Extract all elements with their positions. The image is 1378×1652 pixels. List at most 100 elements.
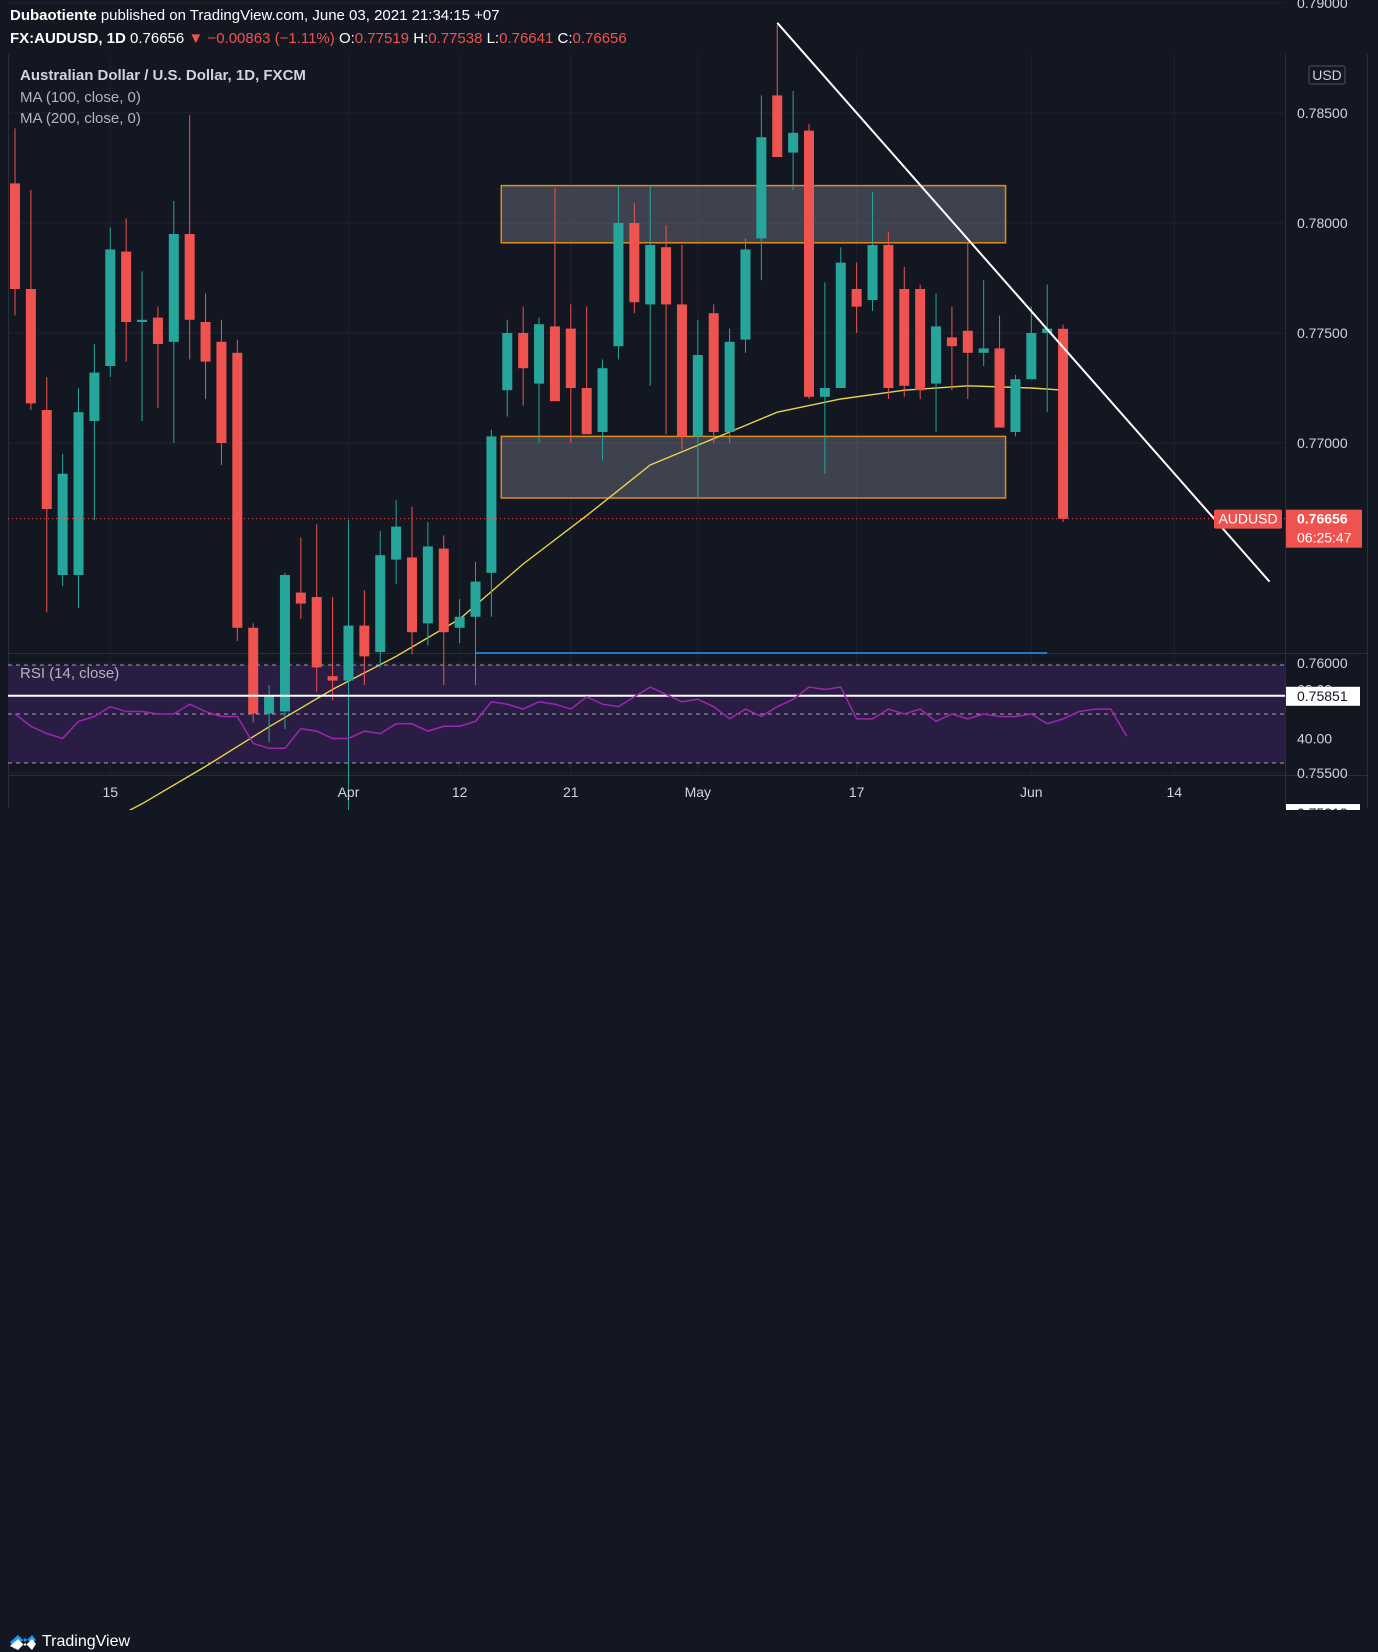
- time-tick-label: 12: [452, 784, 468, 800]
- legend-ma100[interactable]: MA (100, close, 0): [20, 89, 141, 106]
- author-name[interactable]: Dubaotiente: [10, 7, 97, 24]
- symbol-label: FX:AUDUSD, 1D: [10, 30, 126, 47]
- candle-body: [962, 330, 973, 353]
- publish-info: Dubaotiente published on TradingView.com…: [10, 7, 500, 24]
- candle-body: [454, 616, 465, 628]
- time-tick-label: 21: [563, 784, 579, 800]
- close-value: 0.76656: [572, 30, 627, 47]
- time-tick-label: Apr: [338, 784, 360, 800]
- trendline: [776, 22, 1271, 583]
- time-tick-label: 15: [102, 784, 118, 800]
- price-tick-label: 0.75500: [1297, 765, 1348, 781]
- candle-body: [1058, 328, 1069, 519]
- candle-body: [708, 313, 719, 432]
- candle-body: [279, 575, 290, 712]
- candle-body: [216, 341, 227, 443]
- currency-box: [1308, 65, 1346, 85]
- candle-body: [518, 333, 529, 369]
- candle-body: [581, 388, 592, 435]
- candle-body: [756, 137, 767, 239]
- candle-body: [41, 410, 52, 509]
- footer: TradingView: [0, 810, 1378, 1650]
- candle-body: [804, 130, 814, 397]
- candle-body: [89, 372, 100, 421]
- axes: 0.795000.790000.785000.780000.775000.770…: [102, 0, 1362, 824]
- legend-rsi[interactable]: RSI (14, close): [20, 665, 120, 682]
- candle-body: [327, 676, 338, 681]
- candle-body: [137, 319, 148, 322]
- candle-body: [121, 251, 132, 322]
- candle-body: [152, 317, 163, 344]
- candle-body: [264, 696, 275, 714]
- chart-canvas[interactable]: 0.795000.790000.785000.780000.775000.770…: [0, 0, 1378, 856]
- candle-body: [73, 412, 84, 575]
- symbol-tag-label: AUDUSD: [1218, 511, 1277, 527]
- publish-text: published on TradingView.com, June 03, 2…: [100, 7, 500, 24]
- price-tick-label: 0.77000: [1297, 435, 1348, 451]
- open-value: 0.77519: [354, 30, 410, 47]
- candle-body: [835, 262, 846, 388]
- tradingview-brand[interactable]: TradingView: [42, 1633, 131, 1650]
- legend-title: Australian Dollar / U.S. Dollar, 1D, FXC…: [20, 67, 306, 84]
- candle-body: [978, 348, 989, 353]
- candle-body: [184, 234, 195, 320]
- rsi-band: [8, 664, 1285, 764]
- supply-demand-zones: [500, 184, 1007, 499]
- price-zone-box: [500, 435, 1007, 499]
- candle-body: [375, 555, 386, 652]
- time-tick-label: Jun: [1020, 784, 1043, 800]
- candle-body: [168, 234, 179, 342]
- rsi-band-fill: [8, 665, 1285, 763]
- symbol-tag: [1214, 509, 1282, 529]
- candle-body: [248, 627, 259, 714]
- low-label: L:: [486, 30, 500, 47]
- candle-body: [470, 581, 481, 617]
- candle-body: [438, 548, 449, 633]
- candle-body: [105, 249, 116, 366]
- price-pane: [8, 54, 1285, 653]
- candlesticks: [10, 25, 1069, 813]
- candle-body: [661, 247, 672, 305]
- candle-body: [915, 289, 926, 391]
- tradingview-logo-icon: [10, 1635, 36, 1650]
- candle-body: [629, 223, 640, 303]
- candle-body: [597, 368, 608, 432]
- rsi-tick-label: 40.00: [1297, 731, 1332, 747]
- candle-body: [25, 289, 36, 404]
- price-tick-label: 0.78500: [1297, 105, 1348, 121]
- current-price-tag: [1286, 509, 1362, 548]
- candle-body: [867, 245, 878, 300]
- chart-header: Dubaotiente published on TradingView.com…: [0, 0, 1378, 54]
- candle-body: [676, 304, 687, 437]
- price-tick-label: 0.77500: [1297, 325, 1348, 341]
- candle-body: [724, 341, 735, 432]
- candle-body: [899, 289, 910, 386]
- legend-ma200[interactable]: MA (200, close, 0): [20, 110, 141, 127]
- candle-body: [295, 592, 306, 604]
- candle-body: [692, 355, 703, 437]
- candle-body: [883, 245, 894, 388]
- candle-body: [613, 223, 624, 347]
- candle-body: [502, 333, 513, 391]
- candle-body: [200, 322, 211, 362]
- high-value: 0.77538: [428, 30, 483, 47]
- candle-body: [645, 245, 656, 305]
- moving-averages: [37, 385, 1064, 856]
- candle-body: [1026, 333, 1037, 380]
- candle-body: [407, 557, 417, 633]
- candle-body: [565, 328, 576, 388]
- candle-body: [740, 249, 751, 340]
- price-change: ▼ −0.00863 (−1.11%): [188, 30, 335, 47]
- candle-body: [359, 625, 370, 657]
- price-tick-label: 0.78000: [1297, 215, 1348, 231]
- close-label: C:: [557, 30, 573, 47]
- candle-body: [788, 132, 799, 153]
- candle-body: [851, 289, 862, 307]
- candle-body: [994, 348, 1005, 428]
- time-tick-label: 14: [1166, 784, 1182, 800]
- support-price-label: 0.75851: [1297, 688, 1348, 704]
- support-price-tag: [1286, 686, 1360, 706]
- candle-body: [391, 526, 402, 560]
- candle-body: [486, 436, 497, 573]
- price-tick-label: 0.76000: [1297, 655, 1348, 671]
